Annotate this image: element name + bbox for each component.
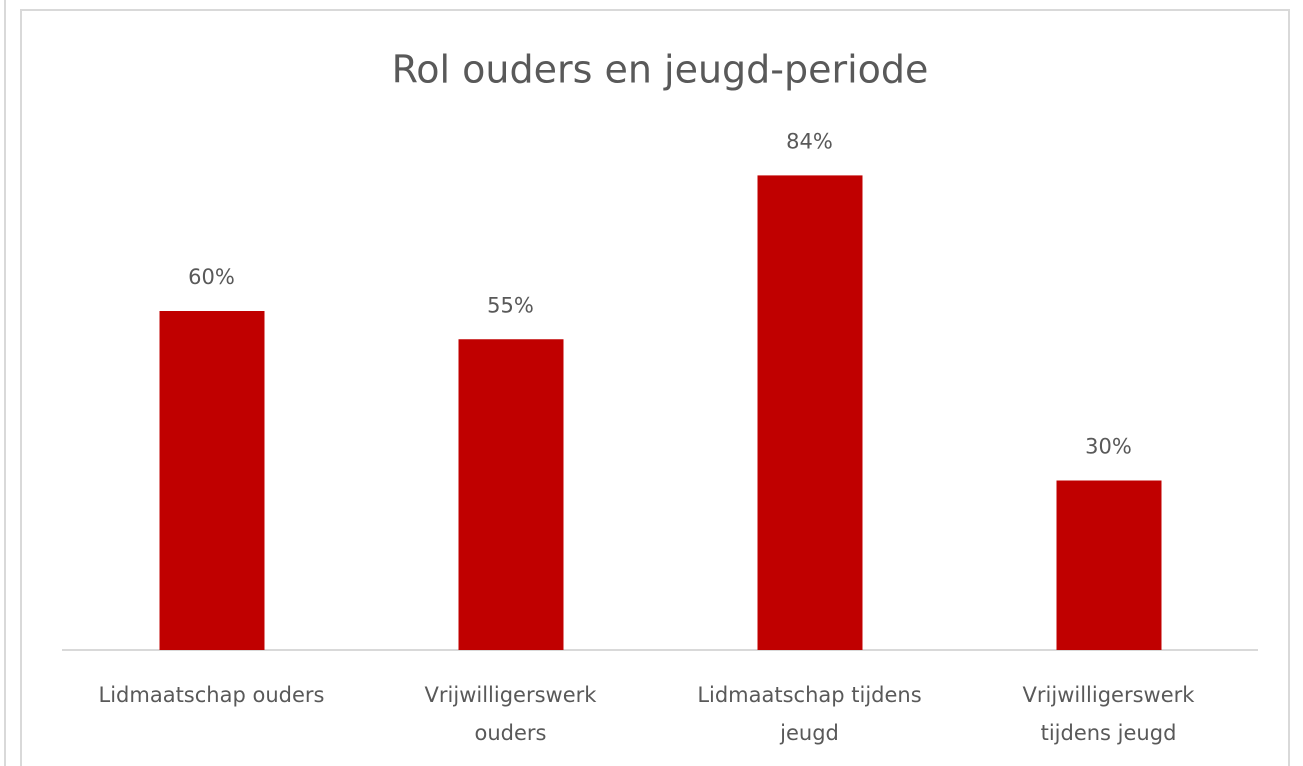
value-label: 60% — [188, 265, 235, 289]
bar — [1056, 480, 1162, 650]
bar — [159, 311, 265, 650]
x-tick-label: Lidmaatschap ouders — [98, 683, 325, 707]
bar — [458, 339, 564, 650]
bar — [757, 175, 863, 650]
value-label: 84% — [786, 129, 833, 153]
x-tick-label: Lidmaatschap tijdens jeugd — [697, 683, 922, 745]
value-label: 55% — [487, 293, 534, 317]
chart-title: Rol ouders en jeugd-periode — [392, 48, 929, 92]
value-label: 30% — [1085, 435, 1132, 459]
x-tick-label: Vrijwilligerswerk tijdens jeugd — [1022, 683, 1195, 745]
x-tick-label: Vrijwilligerswerk ouders — [424, 683, 597, 745]
chart-frame — [20, 9, 1290, 766]
